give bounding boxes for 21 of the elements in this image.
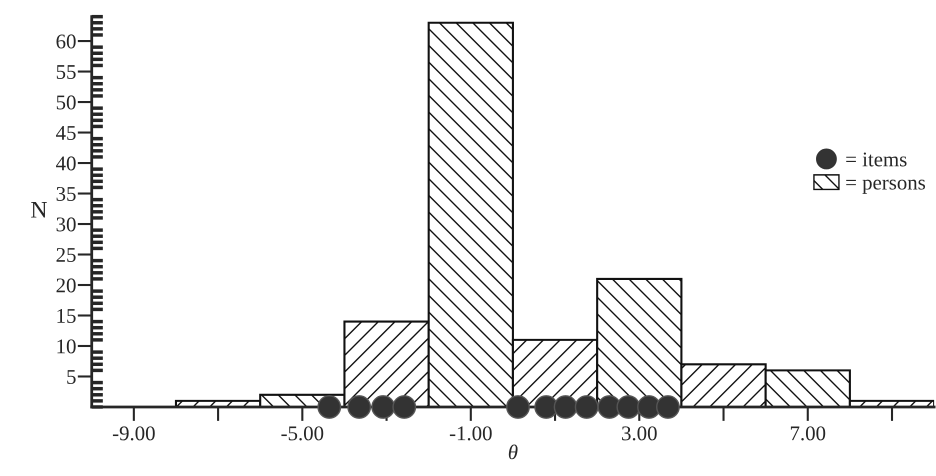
y-tick-label: 20 [56,278,76,292]
y-tick-label: 45 [56,126,76,140]
y-tick-label: 35 [56,186,76,201]
legend-label: = persons [846,180,926,194]
y-tick-label: 10 [57,339,76,354]
y-tick-label: 55 [56,65,76,79]
x-tick-label: 7.00 [790,426,826,440]
x-tick-label: -1.00 [450,426,492,440]
x-axis-title: θ [508,444,518,460]
x-tick-label: -9.00 [112,426,155,440]
y-axis-title: N [31,202,47,218]
legend-label: = items [846,152,907,166]
y-tick-label: 40 [56,156,76,170]
x-tick-label: -5.00 [281,426,324,440]
y-tick-label: 60 [56,34,76,48]
y-tick-label: 25 [56,248,76,262]
y-tick-label: 5 [67,370,76,384]
y-tick-label: 30 [56,217,76,232]
x-tick-label: 3.00 [622,426,657,440]
y-tick-label: 50 [56,95,76,110]
y-tick-label: 15 [57,308,76,323]
